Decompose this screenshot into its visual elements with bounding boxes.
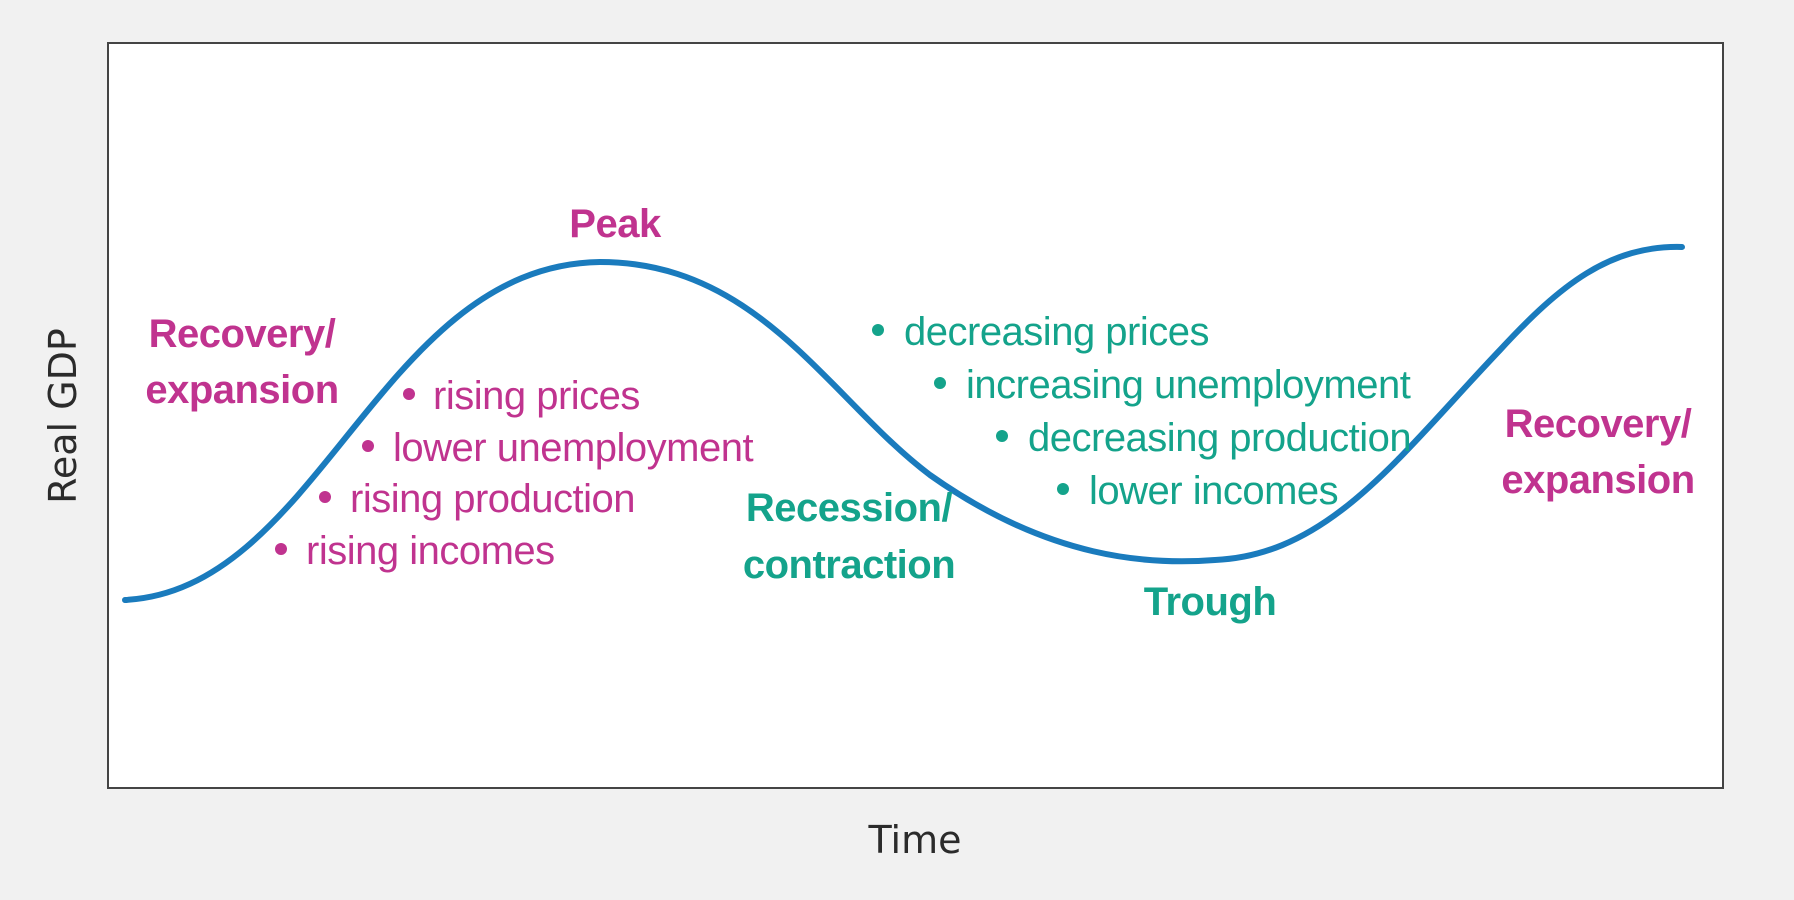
- recession-characteristics-list: decreasing prices increasing unemploymen…: [872, 310, 1412, 513]
- bullet-dot: [362, 440, 374, 452]
- trough-label: Trough: [1144, 580, 1277, 624]
- recession-item-lower-incomes: lower incomes: [1089, 469, 1338, 513]
- peak-label: Peak: [569, 202, 662, 246]
- recovery-label-left-line2: expansion: [145, 368, 338, 412]
- recession-item-increasing-unemployment: increasing unemployment: [966, 363, 1411, 407]
- business-cycle-curve: [122, 243, 1685, 603]
- expansion-item-rising-incomes: rising incomes: [306, 529, 555, 573]
- expansion-item-rising-production: rising production: [350, 477, 635, 521]
- recession-label-line1: Recession/: [746, 486, 953, 530]
- bullet-dot: [403, 388, 415, 400]
- x-axis-label: Time: [868, 818, 962, 862]
- recession-item-decreasing-prices: decreasing prices: [904, 310, 1209, 354]
- recovery-label-left-line1: Recovery/: [149, 312, 336, 356]
- y-axis-label: Real GDP: [41, 328, 85, 504]
- bullet-dot: [872, 324, 884, 336]
- expansion-item-rising-prices: rising prices: [433, 374, 640, 418]
- expansion-characteristics-list: rising prices lower unemployment rising …: [275, 374, 754, 573]
- bullet-dot: [996, 430, 1008, 442]
- bullet-dot: [1057, 483, 1069, 495]
- plot-frame: [107, 42, 1724, 789]
- recovery-label-right-line2: expansion: [1501, 458, 1694, 502]
- bullet-dot: [934, 377, 946, 389]
- bullet-dot: [319, 491, 331, 503]
- bullet-dot: [275, 543, 287, 555]
- expansion-item-lower-unemployment: lower unemployment: [393, 426, 753, 470]
- recession-label-line2: contraction: [743, 543, 955, 587]
- recovery-label-right-line1: Recovery/: [1505, 402, 1692, 446]
- recession-item-decreasing-production: decreasing production: [1028, 416, 1411, 460]
